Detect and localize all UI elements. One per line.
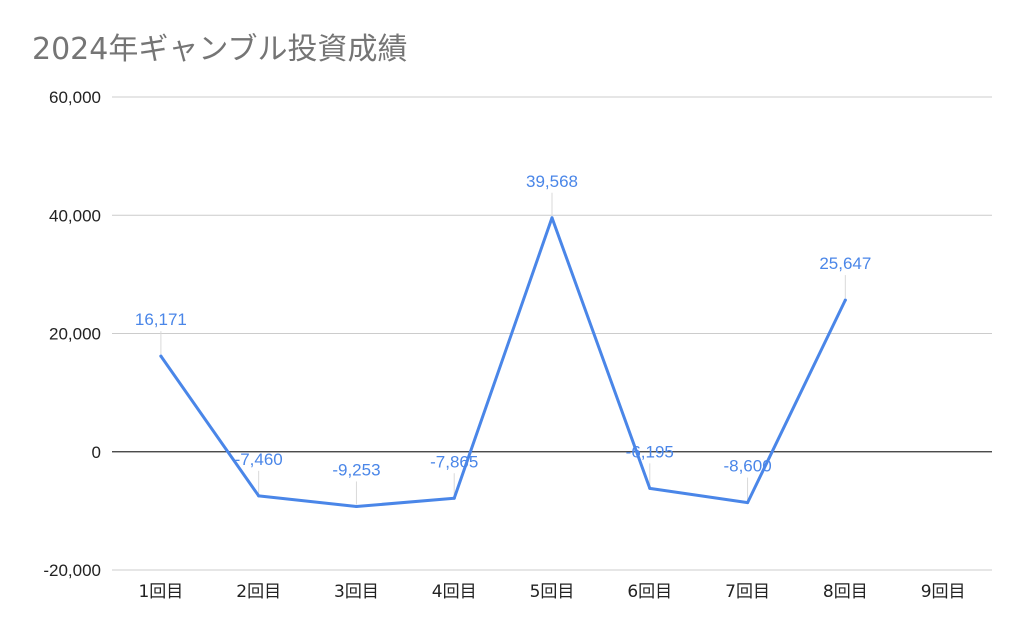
x-axis-tick-labels: 1回目 2回目 3回目 4回目 5回目 6回目 7回目 8回目 9回目 [138, 582, 965, 602]
data-point [648, 486, 652, 490]
gridlines [112, 96, 992, 571]
data-point [354, 504, 358, 508]
data-point [550, 216, 554, 220]
series-line [159, 216, 847, 508]
data-label: -9,253 [332, 460, 380, 479]
x-tick-label: 3回目 [334, 582, 379, 602]
x-tick-label: 8回目 [823, 582, 868, 602]
data-label: -8,600 [723, 457, 771, 476]
y-tick-label: 40,000 [49, 206, 101, 225]
x-tick-label: 2回目 [236, 582, 281, 602]
series-line-layer [159, 216, 847, 508]
data-point [159, 354, 163, 358]
x-tick-label: 7回目 [725, 582, 770, 602]
data-label: -7,865 [430, 452, 478, 471]
data-label: 16,171 [135, 310, 187, 329]
x-tick-label: 5回目 [530, 582, 575, 602]
data-point [452, 496, 456, 500]
chart-title: 2024年ギャンブル投資成績 [32, 32, 408, 67]
y-axis-tick-labels: 60,000 40,000 20,000 0 -20,000 [43, 88, 101, 580]
y-tick-label: -20,000 [43, 561, 101, 580]
data-labels: 16,171 -7,460 -9,253 -7,865 39,568 -6,195 -8,6… [135, 172, 871, 480]
data-point [746, 501, 750, 505]
data-label-leaders [160, 192, 846, 505]
data-label: -7,460 [235, 450, 283, 469]
x-tick-label: 4回目 [432, 582, 477, 602]
x-tick-label: 1回目 [138, 582, 183, 602]
data-label: -6,195 [626, 442, 674, 461]
data-label: 25,647 [819, 254, 871, 273]
y-tick-label: 20,000 [49, 325, 101, 344]
x-tick-label: 6回目 [627, 582, 672, 602]
data-point [843, 298, 847, 302]
y-tick-label: 60,000 [49, 88, 101, 107]
data-label: 39,568 [526, 172, 578, 191]
x-tick-label: 9回目 [921, 582, 966, 602]
data-point [257, 494, 261, 498]
y-tick-label: 0 [92, 443, 101, 462]
